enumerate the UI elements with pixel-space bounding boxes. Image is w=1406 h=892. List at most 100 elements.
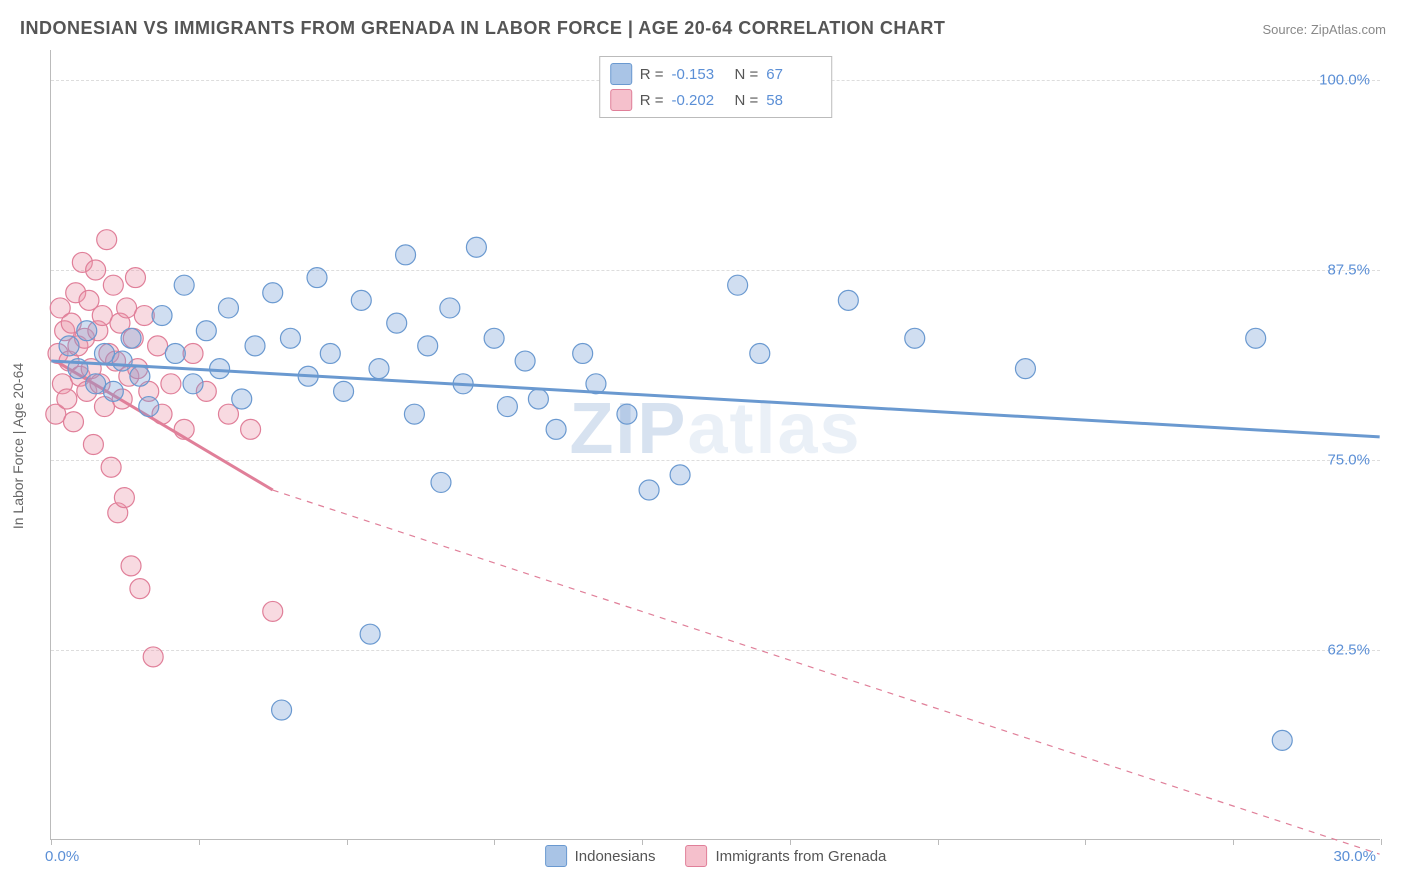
data-point xyxy=(515,351,535,371)
data-point xyxy=(396,245,416,265)
n-label-1: N = xyxy=(735,66,759,83)
x-tick xyxy=(347,839,348,845)
data-point xyxy=(334,381,354,401)
data-point xyxy=(121,328,141,348)
x-tick xyxy=(494,839,495,845)
data-point xyxy=(183,374,203,394)
data-point xyxy=(440,298,460,318)
x-tick xyxy=(1233,839,1234,845)
stats-row-2: R = -0.202 N = 58 xyxy=(610,87,822,113)
legend-swatch-2 xyxy=(686,845,708,867)
legend-item-2: Immigrants from Grenada xyxy=(686,845,887,867)
data-point xyxy=(114,488,134,508)
x-tick-label-max: 30.0% xyxy=(1333,848,1376,865)
r-value-2: -0.202 xyxy=(672,92,727,109)
data-point xyxy=(125,268,145,288)
bottom-legend: Indonesians Immigrants from Grenada xyxy=(545,845,887,867)
data-point xyxy=(94,343,114,363)
data-point xyxy=(573,343,593,363)
stats-row-1: R = -0.153 N = 67 xyxy=(610,61,822,87)
r-label-1: R = xyxy=(640,66,664,83)
swatch-series-2 xyxy=(610,89,632,111)
n-value-2: 58 xyxy=(766,92,821,109)
chart-container: INDONESIAN VS IMMIGRANTS FROM GRENADA IN… xyxy=(0,0,1406,892)
data-point xyxy=(263,601,283,621)
data-point xyxy=(112,351,132,371)
y-axis-label: In Labor Force | Age 20-64 xyxy=(10,363,26,529)
x-tick xyxy=(51,839,52,845)
plot-area: 62.5%75.0%87.5%100.0% ZIPatlas R = -0.15… xyxy=(50,50,1380,840)
swatch-series-1 xyxy=(610,63,632,85)
scatter-svg xyxy=(51,50,1380,839)
source-label: Source: ZipAtlas.com xyxy=(1262,22,1386,37)
data-point xyxy=(838,290,858,310)
data-point xyxy=(152,306,172,326)
data-point xyxy=(670,465,690,485)
data-point xyxy=(134,306,154,326)
legend-label-2: Immigrants from Grenada xyxy=(716,848,887,865)
data-point xyxy=(484,328,504,348)
data-point xyxy=(387,313,407,333)
data-point xyxy=(320,343,340,363)
data-point xyxy=(103,275,123,295)
chart-title: INDONESIAN VS IMMIGRANTS FROM GRENADA IN… xyxy=(20,18,945,39)
data-point xyxy=(351,290,371,310)
data-point xyxy=(143,647,163,667)
n-label-2: N = xyxy=(735,92,759,109)
data-point xyxy=(130,579,150,599)
data-point xyxy=(360,624,380,644)
data-point xyxy=(174,275,194,295)
data-point xyxy=(77,321,97,341)
data-point xyxy=(121,556,141,576)
data-point xyxy=(431,472,451,492)
r-value-1: -0.153 xyxy=(672,66,727,83)
data-point xyxy=(86,260,106,280)
data-point xyxy=(161,374,181,394)
data-point xyxy=(750,343,770,363)
data-point xyxy=(263,283,283,303)
data-point xyxy=(418,336,438,356)
title-bar: INDONESIAN VS IMMIGRANTS FROM GRENADA IN… xyxy=(20,18,1386,39)
r-label-2: R = xyxy=(640,92,664,109)
x-tick xyxy=(199,839,200,845)
trend-line-dashed xyxy=(273,490,1380,854)
data-point xyxy=(466,237,486,257)
data-point xyxy=(639,480,659,500)
data-point xyxy=(101,457,121,477)
data-point xyxy=(280,328,300,348)
data-point xyxy=(307,268,327,288)
data-point xyxy=(728,275,748,295)
legend-label-1: Indonesians xyxy=(575,848,656,865)
data-point xyxy=(117,298,137,318)
data-point xyxy=(210,359,230,379)
data-point xyxy=(369,359,389,379)
data-point xyxy=(232,389,252,409)
data-point xyxy=(1272,730,1292,750)
data-point xyxy=(165,343,185,363)
data-point xyxy=(218,298,238,318)
legend-swatch-1 xyxy=(545,845,567,867)
data-point xyxy=(245,336,265,356)
data-point xyxy=(1015,359,1035,379)
data-point xyxy=(617,404,637,424)
data-point xyxy=(528,389,548,409)
stats-box: R = -0.153 N = 67 R = -0.202 N = 58 xyxy=(599,56,833,118)
data-point xyxy=(497,397,517,417)
data-point xyxy=(148,336,168,356)
data-point xyxy=(905,328,925,348)
data-point xyxy=(92,306,112,326)
data-point xyxy=(63,412,83,432)
data-point xyxy=(130,366,150,386)
data-point xyxy=(103,381,123,401)
n-value-1: 67 xyxy=(766,66,821,83)
data-point xyxy=(83,435,103,455)
data-point xyxy=(139,397,159,417)
data-point xyxy=(1246,328,1266,348)
data-point xyxy=(57,389,77,409)
data-point xyxy=(272,700,292,720)
x-tick-label-min: 0.0% xyxy=(45,848,79,865)
data-point xyxy=(183,343,203,363)
x-tick xyxy=(1381,839,1382,845)
data-point xyxy=(196,321,216,341)
x-tick xyxy=(938,839,939,845)
